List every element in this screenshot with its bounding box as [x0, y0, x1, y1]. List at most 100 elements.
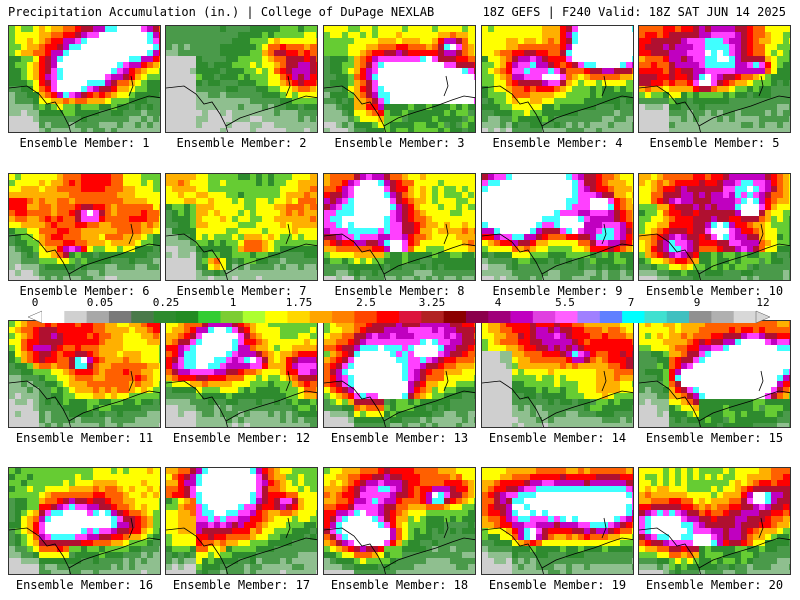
- border-outline: [482, 75, 633, 132]
- colorbar-segment: [421, 311, 444, 323]
- border-outline: [324, 517, 475, 574]
- precip-field: [639, 321, 790, 427]
- colorbar-segment: [153, 311, 177, 323]
- border-outline: [482, 223, 633, 280]
- ensemble-member-label: Ensemble Member: 11: [15, 431, 154, 445]
- ensemble-member-label: Ensemble Member: 8: [334, 284, 465, 298]
- ensemble-member-label: Ensemble Member: 20: [645, 578, 784, 592]
- colorbar-segment: [622, 311, 645, 323]
- ensemble-member-label: Ensemble Member: 6: [19, 284, 150, 298]
- colorbar-tick: 3.25: [418, 296, 446, 309]
- ensemble-member-label: Ensemble Member: 15: [645, 431, 784, 445]
- border-outline: [324, 370, 475, 427]
- precip-field: [639, 26, 790, 132]
- colorbar-segment: [666, 311, 690, 323]
- colorbar-tick: 1.75: [285, 296, 313, 309]
- colorbar-tick: 2.5: [356, 296, 376, 309]
- precip-field: [166, 174, 317, 280]
- ensemble-member-label: Ensemble Member: 9: [492, 284, 623, 298]
- ensemble-map-panel: [8, 173, 161, 281]
- colorbar-segment: [510, 311, 534, 323]
- colorbar-segment: [242, 311, 266, 323]
- border-outline: [166, 370, 317, 427]
- ensemble-member-label: Ensemble Member: 16: [15, 578, 154, 592]
- ensemble-member-label: Ensemble Member: 2: [176, 136, 307, 150]
- precip-field: [166, 321, 317, 427]
- precip-field: [9, 174, 160, 280]
- ensemble-map-panel: [323, 173, 476, 281]
- colorbar-segment: [354, 311, 377, 323]
- border-outline: [9, 75, 160, 132]
- ensemble-map-panel: [165, 320, 318, 428]
- ensemble-member-label: Ensemble Member: 12: [172, 431, 311, 445]
- ensemble-map-panel: [165, 173, 318, 281]
- precip-field: [9, 26, 160, 132]
- ensemble-member-label: Ensemble Member: 7: [176, 284, 307, 298]
- colorbar-segment: [332, 311, 355, 323]
- colorbar: [28, 310, 770, 324]
- ensemble-map-panel: [638, 25, 791, 133]
- colorbar-tick: 4: [494, 296, 502, 309]
- border-outline: [166, 223, 317, 280]
- ensemble-member-label: Ensemble Member: 4: [492, 136, 623, 150]
- colorbar-segment: [42, 311, 65, 323]
- colorbar-segment: [689, 311, 712, 323]
- ensemble-member-label: Ensemble Member: 5: [649, 136, 780, 150]
- colorbar-segment: [198, 311, 221, 323]
- colorbar-segment: [599, 311, 623, 323]
- border-outline: [324, 223, 475, 280]
- ensemble-member-label: Ensemble Member: 1: [19, 136, 150, 150]
- border-outline: [9, 223, 160, 280]
- colorbar-tick: 12: [756, 296, 770, 309]
- ensemble-map-panel: [8, 467, 161, 575]
- precip-field: [482, 26, 633, 132]
- border-outline: [482, 370, 633, 427]
- colorbar-segment: [64, 311, 87, 323]
- colorbar-segment: [577, 311, 601, 323]
- ensemble-map-panel: [481, 173, 634, 281]
- ensemble-map-panel: [323, 320, 476, 428]
- colorbar-segment: [555, 311, 578, 323]
- colorbar-segment: [131, 311, 154, 323]
- colorbar-segment: [733, 311, 757, 323]
- precip-field: [324, 26, 475, 132]
- border-outline: [324, 75, 475, 132]
- precip-field: [482, 321, 633, 427]
- precip-field: [482, 174, 633, 280]
- colorbar-tick: 9: [693, 296, 701, 309]
- border-outline: [482, 517, 633, 574]
- colorbar-min-arrow: [28, 310, 43, 324]
- precip-field: [324, 468, 475, 574]
- precip-field: [639, 174, 790, 280]
- colorbar-segment: [175, 311, 199, 323]
- colorbar-segment: [488, 311, 511, 323]
- precip-field: [9, 468, 160, 574]
- border-outline: [639, 517, 790, 574]
- ensemble-member-label: Ensemble Member: 17: [172, 578, 311, 592]
- colorbar-segment: [265, 311, 288, 323]
- colorbar-max-arrow: [755, 310, 770, 324]
- colorbar-tick: 5.5: [555, 296, 575, 309]
- border-outline: [9, 517, 160, 574]
- border-outline: [9, 370, 160, 427]
- ensemble-member-label: Ensemble Member: 13: [330, 431, 469, 445]
- border-outline: [166, 75, 317, 132]
- colorbar-segment: [287, 311, 311, 323]
- precip-field: [324, 174, 475, 280]
- ensemble-map-panel: [481, 320, 634, 428]
- ensemble-member-label: Ensemble Member: 14: [488, 431, 627, 445]
- ensemble-map-panel: [481, 467, 634, 575]
- colorbar-segment: [86, 311, 110, 323]
- ensemble-map-panel: [165, 467, 318, 575]
- border-outline: [639, 223, 790, 280]
- ensemble-map-panel: [165, 25, 318, 133]
- ensemble-map-panel: [638, 467, 791, 575]
- ensemble-map-panel: [638, 173, 791, 281]
- ensemble-map-panel: [8, 320, 161, 428]
- ensemble-member-label: Ensemble Member: 10: [645, 284, 784, 298]
- precip-field: [166, 468, 317, 574]
- ensemble-member-label: Ensemble Member: 3: [334, 136, 465, 150]
- ensemble-map-panel: [638, 320, 791, 428]
- border-outline: [639, 75, 790, 132]
- colorbar-segment: [399, 311, 422, 323]
